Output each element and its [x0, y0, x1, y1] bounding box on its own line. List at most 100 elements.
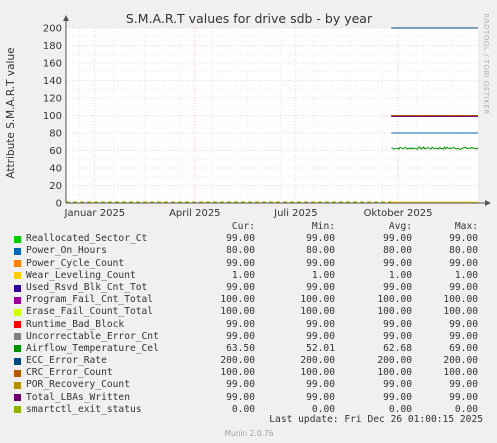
legend-avg: 99.00: [383, 281, 412, 293]
y-axis-arrow: [63, 15, 69, 21]
legend-row: Airflow_Temperature_Cel 63.50 52.01 62.68 69…: [12, 343, 480, 355]
legend-series-name: Reallocated_Sector_Ct: [26, 233, 148, 245]
legend-swatch: [14, 369, 21, 377]
legend-cur: 99.00: [226, 391, 255, 403]
x-tick-labels: Januar 2025 April 2025 Juli 2025 Oktober 20…: [64, 208, 433, 219]
legend-min: 99.00: [306, 318, 335, 330]
legend-cur: 99.00: [226, 233, 255, 245]
legend-cur: 200.00: [220, 355, 255, 367]
legend-series-name: Uncorrectable_Error_Cnt: [26, 330, 159, 342]
legend-min: 100.00: [300, 367, 335, 379]
legend-row: Program_Fail_Cnt_Total 100.00 100.00 100.00…: [12, 294, 480, 306]
y-tick-label: 120: [43, 94, 62, 105]
legend-series-name: Program_Fail_Cnt_Total: [26, 294, 154, 306]
y-axis-label: Attribute S.M.A.R.T value: [5, 47, 17, 178]
rrdtool-watermark: RRDTOOL / TOBI OETIKER: [482, 13, 490, 114]
legend-max: 99.00: [449, 330, 478, 342]
legend-col-cur: Cur:: [231, 221, 255, 232]
legend-cur: 100.00: [220, 367, 255, 379]
x-tick-label: April 2025: [169, 208, 220, 219]
legend-min: 99.00: [306, 391, 335, 403]
legend-cur: 99.00: [226, 257, 255, 269]
legend-cur: 99.00: [226, 281, 255, 293]
legend-avg: 99.00: [383, 233, 412, 245]
legend-max: 1.00: [454, 269, 478, 281]
legend-cur: 100.00: [220, 294, 255, 306]
legend-row: CRC_Error_Count 100.00 100.00 100.00 100.00: [12, 367, 480, 379]
legend-series-name: Power_On_Hours: [26, 245, 107, 257]
x-tick-label: Oktober 2025: [364, 208, 433, 219]
legend-cur: 80.00: [226, 245, 255, 257]
legend-series-name: Total_LBAs_Written: [26, 391, 130, 403]
series-line: [391, 146, 479, 150]
y-tick-label: 0: [56, 199, 62, 210]
legend-series-name: Airflow_Temperature_Cel: [26, 342, 159, 354]
legend-swatch: [14, 382, 21, 390]
legend-max: 99.00: [449, 318, 478, 330]
legend-rows: Reallocated_Sector_Ct 99.00 99.00 99.00 99.0…: [12, 233, 480, 416]
x-tick-label: Juli 2025: [273, 208, 317, 219]
legend-swatch: [14, 357, 21, 365]
legend-avg: 99.00: [383, 379, 412, 391]
legend-row: Runtime_Bad_Block 99.00 99.00 99.00 99.00: [12, 319, 480, 331]
y-tick-label: 200: [43, 24, 62, 35]
legend-series-name: CRC_Error_Count: [26, 367, 113, 379]
legend-row: Erase_Fail_Count_Total 100.00 100.00 100.00…: [12, 306, 480, 318]
legend-min: 1.00: [311, 269, 335, 281]
y-tick-label: 100: [43, 111, 62, 122]
legend-min: 52.01: [306, 342, 335, 354]
legend-row: POR_Recovery_Count 99.00 99.00 99.00 99.00: [12, 379, 480, 391]
legend-cur: 63.50: [226, 342, 255, 354]
legend-row: Used_Rsvd_Blk_Cnt_Tot 99.00 99.00 99.00 99.0…: [12, 282, 480, 294]
legend-avg: 200.00: [377, 355, 412, 367]
legend-avg: 99.00: [383, 391, 412, 403]
legend-series-name: smartctl_exit_status: [26, 403, 142, 415]
axes: [63, 15, 491, 206]
legend-max: 80.00: [449, 245, 478, 257]
legend-row: Power_Cycle_Count 99.00 99.00 99.00 99.00: [12, 258, 480, 270]
legend-min: 99.00: [306, 379, 335, 391]
legend-max: 99.00: [449, 281, 478, 293]
legend-avg: 99.00: [383, 257, 412, 269]
legend-max: 99.00: [449, 257, 478, 269]
legend-series-name: Erase_Fail_Count_Total: [26, 306, 154, 318]
legend-row: Power_On_Hours 80.00 80.00 80.00 80.00: [12, 245, 480, 257]
legend-cur: 99.00: [226, 318, 255, 330]
legend-avg: 100.00: [377, 306, 412, 318]
legend-cur: 0.00: [231, 403, 255, 415]
legend-avg: 99.00: [383, 330, 412, 342]
x-axis-arrow: [485, 200, 491, 206]
legend-table: Cur: Min: Avg: Max: Reallocated_Sector_C…: [12, 221, 480, 416]
legend-cur: 99.00: [226, 330, 255, 342]
legend-row: Uncorrectable_Error_Cnt 99.00 99.00 99.00 99…: [12, 331, 480, 343]
legend-cur: 99.00: [226, 379, 255, 391]
legend-swatch: [14, 235, 21, 243]
legend-swatch: [14, 394, 21, 402]
legend-series-name: Wear_Leveling_Count: [26, 269, 136, 281]
legend-min: 80.00: [306, 245, 335, 257]
last-update: Last update: Fri Dec 26 01:00:15 2025: [269, 414, 483, 425]
legend-swatch: [14, 272, 21, 280]
legend-min: 99.00: [306, 281, 335, 293]
legend-row: Wear_Leveling_Count 1.00 1.00 1.00 1.00: [12, 270, 480, 282]
legend-header: Cur: Min: Avg: Max:: [12, 221, 480, 233]
legend-swatch: [14, 247, 21, 255]
legend-series-name: POR_Recovery_Count: [26, 379, 130, 391]
y-tick-label: 60: [49, 146, 62, 157]
legend-min: 99.00: [306, 257, 335, 269]
legend-max: 100.00: [443, 294, 478, 306]
legend-max: 99.00: [449, 379, 478, 391]
legend-avg: 0.00: [388, 403, 412, 415]
legend-row: Total_LBAs_Written 99.00 99.00 99.00 99.00: [12, 392, 480, 404]
series-lines: [66, 27, 479, 204]
munin-version: Munin 2.0.76: [224, 429, 273, 438]
legend-swatch: [14, 406, 21, 414]
legend-swatch: [14, 345, 21, 353]
legend-min: 99.00: [306, 330, 335, 342]
legend-row: ECC_Error_Rate 200.00 200.00 200.00 200.00: [12, 355, 480, 367]
legend-series-name: Used_Rsvd_Blk_Cnt_Tot: [26, 281, 148, 293]
legend-swatch: [14, 296, 21, 304]
legend-avg: 62.68: [383, 342, 412, 354]
legend-max: 69.00: [449, 342, 478, 354]
